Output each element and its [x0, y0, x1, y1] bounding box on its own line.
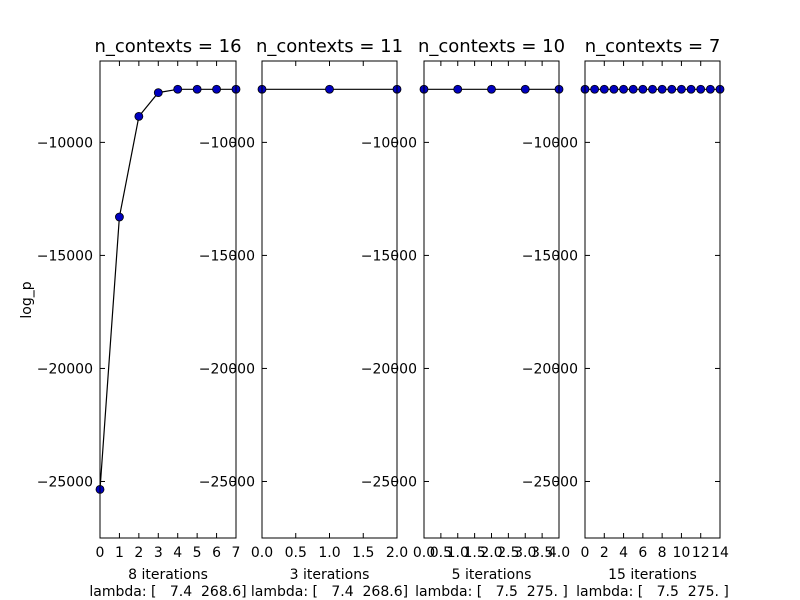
subplot-4: n_contexts = 7 0 2 4 6 8 10 12 14 −25000 −20000 −15… — [522, 36, 729, 600]
x-tick-label: 3.0 — [514, 545, 536, 561]
x-tick-label: 6 — [638, 545, 647, 561]
y-tick-label: −10000 — [199, 135, 255, 151]
y-axis-label: log_p — [19, 281, 35, 318]
data-point — [599, 84, 609, 94]
data-point — [325, 84, 334, 94]
x-tick-label: 1.0 — [318, 545, 340, 561]
lambda-caption: lambda: [ 7.5 275. ] — [576, 584, 729, 600]
data-point — [453, 84, 463, 94]
x-tick-label: 7 — [232, 545, 241, 561]
axes-frame — [261, 60, 398, 539]
y-tick-label: −25000 — [199, 474, 255, 490]
x-tick-label: 2.0 — [386, 545, 408, 561]
y-tick-label: −20000 — [199, 361, 255, 377]
y-tick-label: −25000 — [522, 474, 578, 490]
lambda-caption: lambda: [ 7.4 268.6] — [251, 584, 408, 600]
x-tick-label: 2 — [134, 545, 143, 561]
y-tick-label: −15000 — [199, 248, 255, 264]
data-point — [648, 84, 657, 94]
y-tick-label: −10000 — [37, 135, 93, 151]
data-point — [686, 84, 696, 94]
subplot-2: n_contexts = 11 0.0 0.5 1.0 1.5 2.0 −25000 −200… — [199, 36, 408, 600]
data-point — [696, 84, 706, 94]
data-point — [609, 84, 619, 94]
x-tick-label: 1.5 — [463, 545, 485, 561]
x-axis-label: 3 iterations — [290, 567, 370, 583]
data-point — [212, 84, 221, 94]
axes-frame — [99, 60, 237, 539]
x-tick-label: 0.0 — [413, 545, 435, 561]
lambda-caption: lambda: [ 7.4 268.6] — [89, 584, 246, 600]
x-tick-label: 6 — [212, 545, 221, 561]
y-tick-label: −10000 — [361, 135, 417, 151]
y-tick-label: −20000 — [37, 361, 93, 377]
data-point — [520, 84, 530, 94]
data-point — [192, 84, 202, 94]
data-point — [173, 84, 183, 94]
x-tick-label: 0.5 — [285, 545, 307, 561]
x-tick-label: 2 — [600, 545, 609, 561]
x-tick-label: 2.5 — [497, 545, 519, 561]
x-tick-label: 2.0 — [480, 545, 502, 561]
data-point — [487, 84, 496, 94]
y-tick-label: −25000 — [37, 474, 93, 490]
x-tick-label: 0.0 — [251, 545, 273, 561]
subplot-3: n_contexts = 100.00.51.01.52.02.53.03.54… — [361, 36, 570, 600]
x-tick-label: 4 — [619, 545, 628, 561]
data-point — [628, 84, 638, 94]
x-tick-label: 0.5 — [430, 545, 452, 561]
y-tick-label: −15000 — [522, 248, 578, 264]
x-tick-label: 3 — [154, 545, 163, 561]
x-tick-label: 12 — [692, 545, 710, 561]
lambda-caption: lambda: [ 7.5 275. ] — [415, 584, 568, 600]
data-point — [153, 88, 163, 98]
y-tick-label: −20000 — [522, 361, 578, 377]
subplot-1: n_contexts = 16 0 1 2 3 4 5 6 7 −25000 −20000 −1500… — [37, 36, 247, 600]
y-tick-label: −15000 — [37, 248, 93, 264]
data-point — [619, 84, 628, 94]
x-tick-label: 0 — [96, 545, 105, 561]
x-tick-label: 4 — [173, 545, 182, 561]
data-point — [657, 84, 667, 94]
data-point — [667, 84, 677, 94]
x-axis-label: 15 iterations — [608, 567, 697, 583]
x-axis-label: 5 iterations — [452, 567, 532, 583]
data-point — [677, 84, 686, 94]
x-tick-label: 1 — [115, 545, 124, 561]
subplot-title: n_contexts = 16 — [94, 36, 241, 57]
x-tick-label: 5 — [193, 545, 202, 561]
y-tick-label: −25000 — [361, 474, 417, 490]
data-point — [115, 212, 124, 222]
x-tick-label: 8 — [658, 545, 667, 561]
y-tick-label: −15000 — [361, 248, 417, 264]
x-tick-label: 4.0 — [548, 545, 570, 561]
data-point — [134, 111, 144, 121]
x-axis-label: 8 iterations — [128, 567, 208, 583]
data-point — [590, 84, 600, 94]
axes-frame — [584, 60, 721, 539]
x-tick-label: 14 — [711, 545, 729, 561]
x-tick-label: 0 — [581, 545, 590, 561]
axes-frame — [423, 60, 560, 539]
subplot-title: n_contexts = 7 — [585, 36, 721, 57]
x-tick-label: 3.5 — [531, 545, 553, 561]
x-tick-label: 10 — [673, 545, 691, 561]
x-tick-label: 1.5 — [352, 545, 374, 561]
subplot-title: n_contexts = 10 — [418, 36, 565, 57]
y-tick-label: −10000 — [522, 135, 578, 151]
data-point — [705, 84, 715, 94]
data-point — [638, 84, 648, 94]
x-tick-label: 1.0 — [447, 545, 469, 561]
y-tick-label: −20000 — [361, 361, 417, 377]
subplot-title: n_contexts = 11 — [256, 36, 403, 57]
